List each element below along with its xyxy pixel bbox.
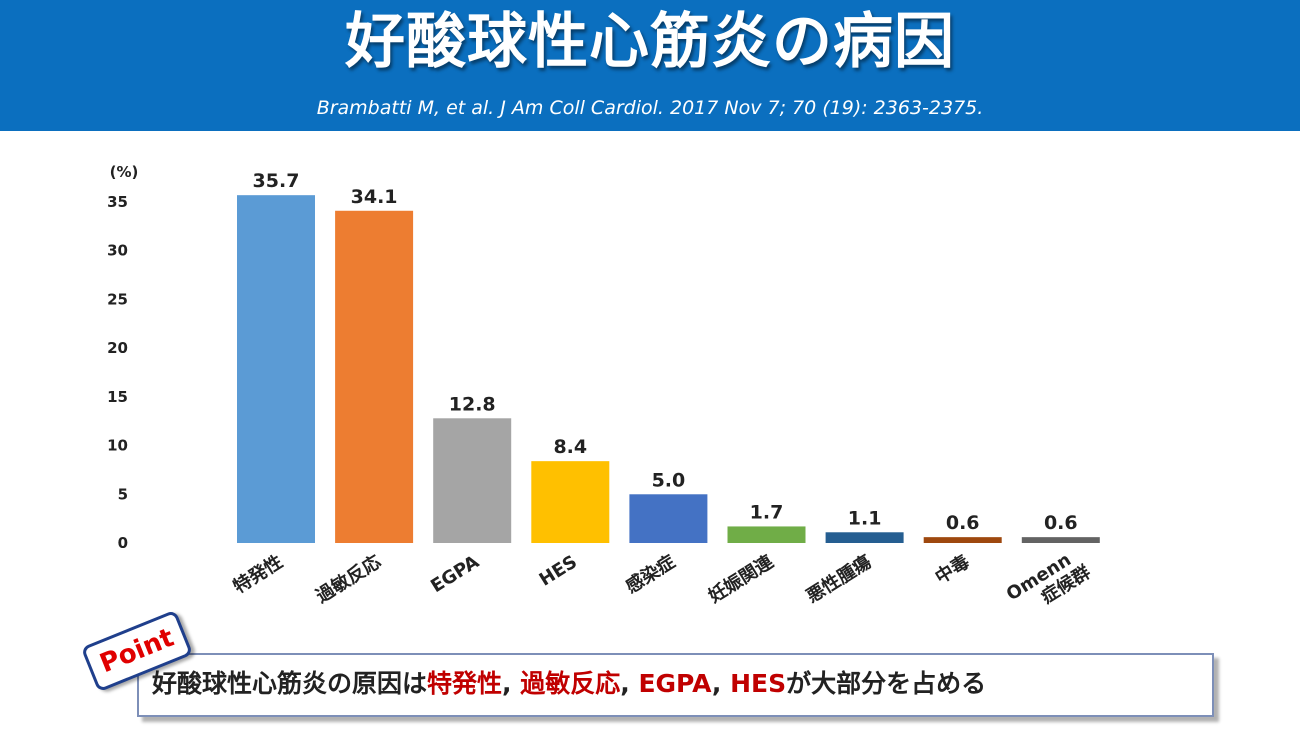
bar	[629, 494, 708, 543]
data-label: 1.1	[848, 507, 882, 529]
x-tick-label: 中毒	[931, 551, 973, 589]
y-tick-label: 10	[107, 437, 128, 455]
point-text-part: ,	[711, 669, 731, 698]
data-label: 35.7	[253, 170, 300, 192]
point-highlight: EGPA	[638, 669, 712, 698]
y-tick-label: 30	[107, 242, 128, 260]
citation: Brambatti M, et al. J Am Coll Cardiol. 2…	[316, 97, 984, 119]
bar	[237, 195, 315, 543]
data-label: 0.6	[946, 512, 980, 534]
bar	[825, 532, 904, 543]
data-label: 5.0	[652, 469, 686, 491]
point-text-part: が大部分を占める	[786, 669, 987, 698]
x-tick-label: 特発性	[229, 551, 286, 598]
bar-chart: (%) 0 5 10 15 20 25 30 35 35.7 特発性 34.1 過敏反応 12.8 EGPA…	[107, 163, 1100, 623]
bar	[433, 418, 512, 543]
point-box	[137, 653, 1214, 717]
bar	[531, 461, 610, 543]
y-tick-label: 25	[107, 290, 128, 308]
x-tick-label: HES	[536, 551, 581, 590]
y-axis-label: (%)	[110, 163, 139, 181]
y-tick-label: 0	[118, 534, 128, 552]
bar	[727, 526, 806, 543]
data-label: 1.7	[750, 501, 784, 523]
data-label: 12.8	[449, 393, 496, 415]
x-tick-label: 悪性腫瘍	[803, 551, 876, 608]
point-highlight: 特発性	[427, 669, 503, 698]
page-title: 好酸球性心筋炎の病因	[345, 7, 955, 77]
x-tick-label: 妊娠関連	[704, 550, 778, 607]
x-tick-label: 過敏反応	[312, 551, 385, 608]
point-highlight: 過敏反応	[520, 669, 621, 698]
x-tick-label: Omenn症候群	[1003, 544, 1095, 623]
y-tick-label: 35	[107, 193, 128, 211]
data-label: 8.4	[553, 436, 587, 458]
y-tick-label: 5	[118, 485, 128, 503]
y-tick-label: 15	[107, 388, 128, 406]
x-tick-label: 感染症	[622, 551, 679, 598]
data-label: 0.6	[1044, 512, 1078, 534]
data-label: 34.1	[351, 186, 398, 208]
y-tick-label: 20	[107, 339, 128, 357]
point-text-part: ,	[620, 669, 639, 698]
x-tick-label: EGPA	[427, 551, 483, 597]
bar	[1021, 537, 1100, 543]
point-text-part: 好酸球性心筋炎の原因は	[152, 669, 428, 698]
bar	[923, 537, 1002, 543]
title-banner: 好酸球性心筋炎の病因 Brambatti M, et al. J Am Coll…	[0, 0, 1300, 131]
bar	[335, 210, 414, 544]
point-text: 好酸球性心筋炎の原因は特発性, 過敏反応, EGPA, HESが大部分を占める	[152, 660, 1212, 708]
point-text-part: ,	[502, 669, 521, 698]
point-highlight: HES	[730, 669, 787, 698]
